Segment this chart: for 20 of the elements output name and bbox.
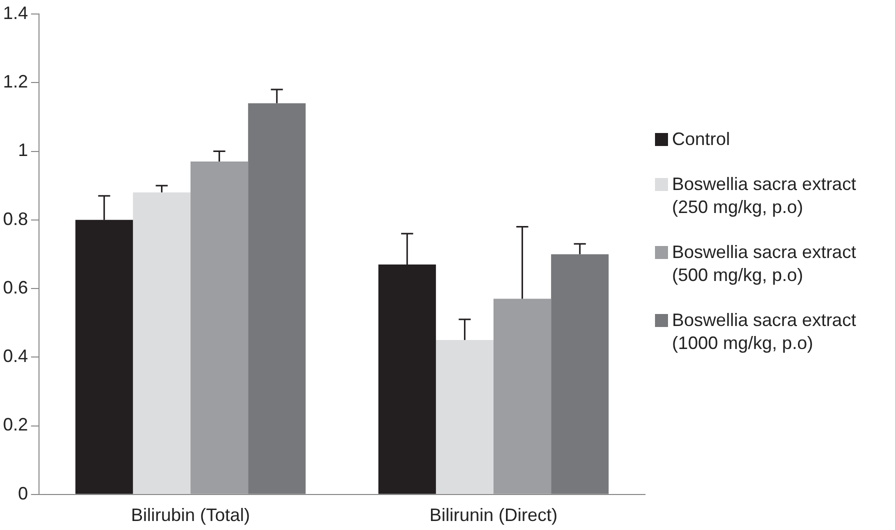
bar [551,254,609,494]
bar [190,162,248,494]
y-tick-label: 1.2 [2,72,28,92]
y-tick-label: 0.2 [2,414,28,435]
legend-label: Boswellia sacra extract (500 mg/kg, p.o) [672,241,858,287]
y-tick-label: 0.4 [2,346,28,366]
legend-label: Control [672,128,730,151]
bar [248,103,306,494]
x-tick-label: Bilirunin (Direct) [429,505,558,526]
bar [132,192,191,494]
y-tick-label: 1.4 [2,2,28,23]
bar [436,340,494,494]
y-tick-label: 0 [18,483,28,504]
y-tick-label: 1 [18,140,28,160]
x-tick-label: Bilirubin (Total) [130,505,250,526]
bar [494,298,552,494]
legend-label: Boswellia sacra extract (250 mg/kg, p.o) [672,173,858,219]
legend-label: Boswellia sacra extract (1000 mg/kg, p.o) [672,309,858,355]
y-tick-label: 0.8 [2,208,28,229]
y-tick-label: 0.6 [2,277,28,298]
